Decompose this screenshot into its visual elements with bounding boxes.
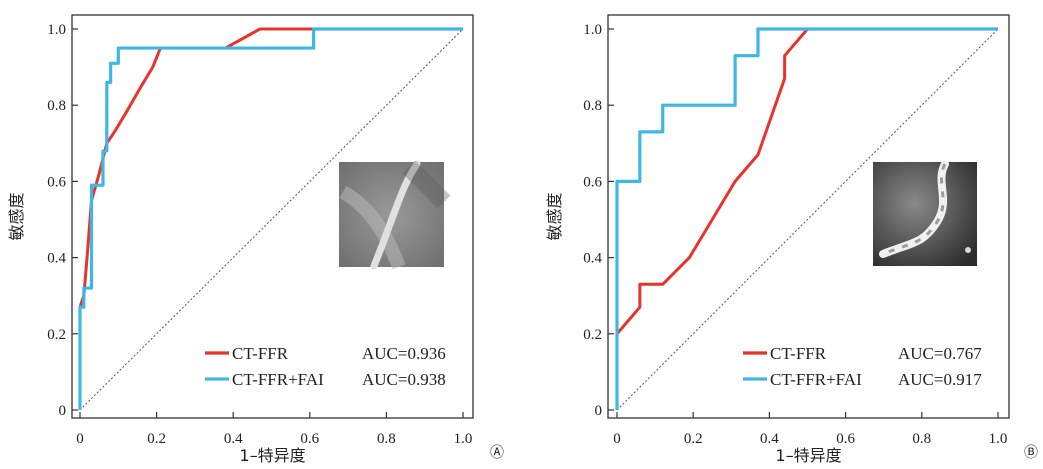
y-tick-label: 0	[595, 403, 603, 419]
x-tick-label: 0	[76, 431, 84, 447]
x-tick-label: 0.6	[300, 431, 319, 447]
x-tick-label: 0	[613, 431, 621, 447]
roc-curve-ct-ffr-fai	[615, 27, 998, 410]
legend-entry-label: CT-FFR+FAI	[770, 370, 862, 389]
x-tick-label: 1.0	[454, 431, 473, 447]
y-tick-label: 0	[59, 403, 67, 419]
x-axis-title: 1–特异度	[239, 446, 305, 465]
y-tick-label: 1.0	[47, 22, 66, 38]
x-tick-label: 0.2	[684, 431, 703, 447]
legend: CT-FFR AUC=0.767 CT-FFR+FAI AUC=0.917	[743, 344, 982, 389]
y-tick-label: 0.2	[47, 327, 66, 343]
y-tick-label: 0.8	[583, 98, 602, 114]
roc-panel-a: 00 0.2 0.2 0.4 0.4 0.6 0.6 0.8 0.8 1.0 1.0 1–特异度 敏感度…	[7, 14, 504, 465]
roc-panel-b: 00 0.2 0.2 0.4 0.4 0.6 0.6 0.8 0.8 1.0 1.0 1–特异度 敏感度…	[545, 14, 1038, 465]
x-tick-label: 0.8	[912, 431, 931, 447]
x-tick-label: 0.4	[760, 431, 779, 447]
y-axis-title: 敏感度	[545, 192, 564, 240]
plot-frame	[71, 14, 474, 419]
y-tick-label: 0.6	[47, 174, 66, 190]
y-tick-label: 0.2	[583, 327, 602, 343]
reference-diagonal	[616, 28, 999, 411]
x-tick-label: 0.2	[147, 431, 166, 447]
x-axis-title: 1–特异度	[775, 446, 841, 465]
y-tick-label: 0.4	[47, 251, 66, 267]
y-tick-label: 0.4	[583, 251, 602, 267]
roc-curve-ct-ffr	[615, 27, 998, 335]
x-tick-label: 0.6	[836, 431, 855, 447]
x-tick-label: 0.8	[377, 431, 396, 447]
plot-frame	[607, 14, 1010, 419]
legend-auc-value: AUC=0.938	[362, 370, 446, 389]
panel-corner-label: Ⓑ	[1024, 444, 1038, 460]
legend-auc-value: AUC=0.917	[898, 370, 982, 389]
legend-entry-label: CT-FFR+FAI	[232, 370, 324, 389]
legend-auc-value: AUC=0.767	[898, 344, 982, 363]
roc-curve-ct-ffr-fai	[78, 27, 463, 410]
legend: CT-FFR AUC=0.936 CT-FFR+FAI AUC=0.938	[205, 344, 446, 389]
legend-entry-label: CT-FFR	[770, 344, 827, 363]
y-axis-title: 敏感度	[7, 192, 26, 240]
panel-corner-label: Ⓐ	[490, 444, 504, 460]
x-tick-label: 1.0	[989, 431, 1008, 447]
y-tick-label: 0.8	[47, 98, 66, 114]
legend-auc-value: AUC=0.936	[362, 344, 446, 363]
ct-vessel-image-icon	[339, 160, 451, 270]
x-tick-label: 0.4	[224, 431, 243, 447]
y-tick-label: 1.0	[583, 22, 602, 38]
ct-vessel-image-icon	[873, 160, 977, 266]
y-tick-label: 0.6	[583, 174, 602, 190]
legend-entry-label: CT-FFR	[232, 344, 289, 363]
